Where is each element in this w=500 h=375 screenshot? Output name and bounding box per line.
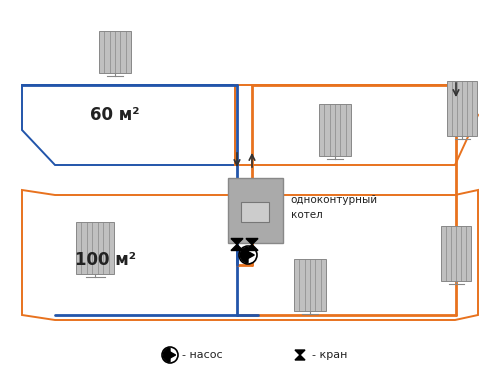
Bar	[441, 225, 471, 280]
Polygon shape	[231, 238, 243, 250]
Text: 100 м²: 100 м²	[75, 251, 136, 269]
Text: котел: котел	[290, 210, 322, 220]
Text: 60 м²: 60 м²	[90, 106, 140, 124]
Bar	[294, 259, 326, 311]
Polygon shape	[295, 350, 305, 360]
Polygon shape	[246, 238, 258, 250]
Bar	[241, 202, 269, 222]
Text: - насос: - насос	[182, 350, 222, 360]
Polygon shape	[240, 248, 248, 262]
Text: - кран: - кран	[312, 350, 348, 360]
Text: одноконтурный: одноконтурный	[290, 195, 378, 205]
Polygon shape	[246, 250, 254, 260]
Bar	[447, 81, 477, 135]
Bar	[76, 222, 114, 274]
Circle shape	[239, 246, 257, 264]
Bar	[319, 104, 351, 156]
Bar	[99, 31, 131, 73]
Bar	[228, 177, 282, 243]
Circle shape	[162, 347, 178, 363]
Polygon shape	[163, 348, 170, 362]
Polygon shape	[168, 351, 175, 359]
